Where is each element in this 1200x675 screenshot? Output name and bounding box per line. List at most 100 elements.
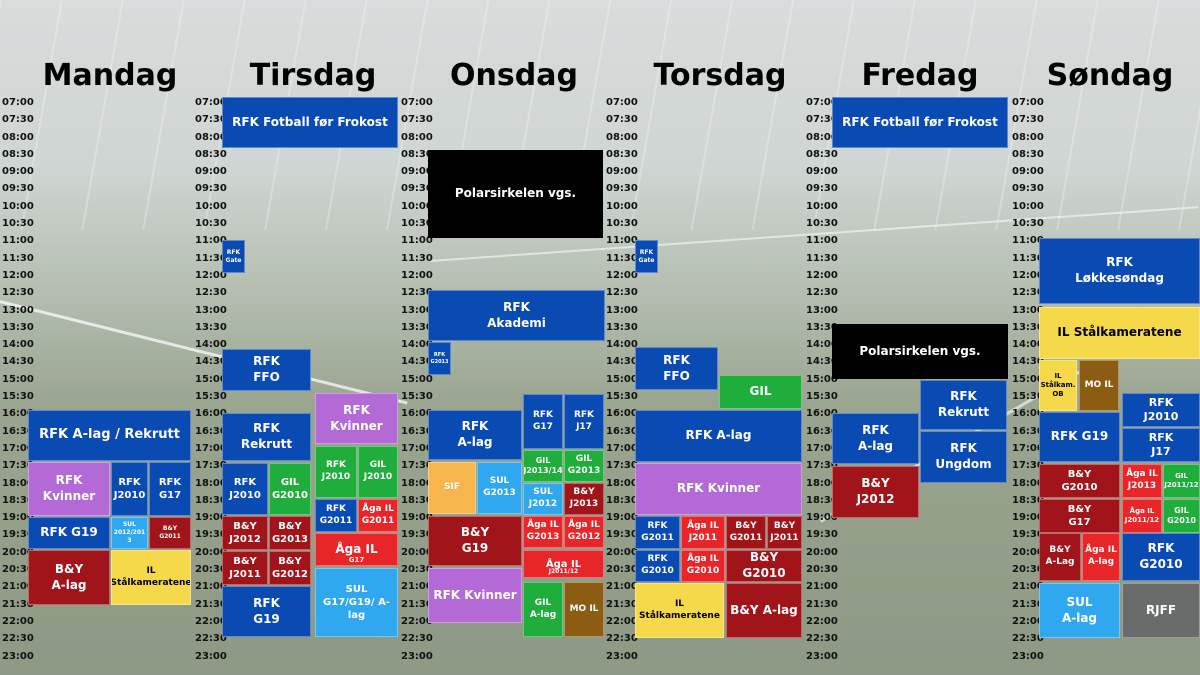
schedule-block: GIL bbox=[719, 375, 802, 409]
time-label: 13:30 bbox=[606, 321, 638, 333]
time-label: 14:00 bbox=[401, 339, 433, 351]
time-label: 21:30 bbox=[401, 598, 433, 610]
schedule-block: MO IL bbox=[564, 582, 604, 637]
time-label: 21:00 bbox=[1012, 581, 1044, 593]
time-label: 10:00 bbox=[195, 200, 227, 212]
time-column: 07:00 07:30 08:00 08:30 09:00 09:30 10:00 10:30… bbox=[195, 94, 227, 665]
time-label: 16:30 bbox=[2, 425, 34, 437]
time-label: 23:00 bbox=[401, 650, 433, 662]
time-label: 14:30 bbox=[195, 356, 227, 368]
schedule-block: RFK G2010 bbox=[635, 550, 680, 582]
time-label: 13:30 bbox=[195, 321, 227, 333]
schedule-block: RFK J2010 bbox=[222, 463, 268, 515]
schedule-block: GIL J2011/12 bbox=[1163, 464, 1200, 498]
time-label: 19:30 bbox=[401, 529, 433, 541]
time-label: 09:00 bbox=[606, 166, 638, 178]
time-label: 11:00 bbox=[806, 235, 838, 247]
time-label: 09:30 bbox=[2, 183, 34, 195]
time-label: 15:00 bbox=[1012, 373, 1044, 385]
time-label: 07:00 bbox=[401, 97, 433, 108]
time-label: 12:00 bbox=[401, 269, 433, 281]
time-label: 22:30 bbox=[606, 633, 638, 645]
time-label: 13:00 bbox=[2, 304, 34, 316]
time-label: 10:30 bbox=[606, 218, 638, 230]
time-label: 16:30 bbox=[606, 425, 638, 437]
time-label: 20:30 bbox=[806, 564, 838, 576]
schedule-block: RFK G19 bbox=[1039, 412, 1120, 462]
time-label: 07:00 bbox=[1012, 97, 1044, 108]
schedule-block: RFK FFO bbox=[635, 347, 718, 390]
schedule-block: Polarsirkelen vgs. bbox=[832, 324, 1008, 379]
time-label: 22:00 bbox=[606, 615, 638, 627]
time-label: 17:00 bbox=[195, 442, 227, 454]
schedule-block: RFK Kvinner bbox=[428, 568, 522, 623]
time-column: 07:00 07:30 08:00 08:30 09:00 09:30 10:00 10:30… bbox=[1012, 94, 1044, 665]
schedule-block: RFK Gate bbox=[222, 240, 245, 273]
time-label: 21:00 bbox=[195, 581, 227, 593]
schedule-block: SUL G17/G19/ A-lag bbox=[315, 568, 398, 637]
schedule-block: GIL G2010 bbox=[269, 463, 311, 515]
time-label: 12:30 bbox=[195, 287, 227, 299]
time-label: 14:00 bbox=[1012, 339, 1044, 351]
time-column: 07:00 07:30 08:00 08:30 09:00 09:30 10:00 10:30… bbox=[606, 94, 638, 665]
schedule-block: B&Y J2012 bbox=[222, 516, 268, 550]
time-column: 07:00 07:30 08:00 08:30 09:00 09:30 10:00 10:30… bbox=[401, 94, 433, 665]
time-label: 07:30 bbox=[806, 114, 838, 126]
time-label: 12:00 bbox=[2, 269, 34, 281]
schedule-block: RFK A-lag bbox=[832, 413, 919, 464]
time-label: 09:30 bbox=[401, 183, 433, 195]
schedule-block: B&Y G2010 bbox=[1039, 464, 1120, 498]
schedule-block: Åga IL J2011/12 bbox=[1122, 499, 1162, 533]
time-label: 19:00 bbox=[2, 512, 34, 524]
time-label: 08:00 bbox=[1012, 131, 1044, 143]
schedule-block: IL Stålkameratene bbox=[111, 550, 191, 605]
schedule-block: SUL A-lag bbox=[1039, 583, 1120, 638]
day-header-torsdag: Torsdag bbox=[653, 58, 787, 93]
schedule-block: Åga IL bbox=[523, 550, 604, 578]
schedule-block: RFK FFO bbox=[222, 349, 311, 391]
time-label: 07:00 bbox=[606, 97, 638, 108]
time-label: 22:00 bbox=[2, 615, 34, 627]
schedule-block: SUL J2012 bbox=[523, 483, 563, 515]
time-label: 21:00 bbox=[606, 581, 638, 593]
time-label: 09:00 bbox=[806, 166, 838, 178]
schedule-block: RFK Kvinner bbox=[28, 462, 110, 516]
time-label: 20:30 bbox=[1012, 564, 1044, 576]
schedule-block: Åga IL A-lag bbox=[1082, 533, 1120, 581]
time-label: 12:30 bbox=[806, 287, 838, 299]
time-label: 20:30 bbox=[401, 564, 433, 576]
time-label: 11:00 bbox=[1012, 235, 1044, 247]
schedule-block: GIL J2013/14 bbox=[523, 450, 563, 482]
time-label: 09:30 bbox=[1012, 183, 1044, 195]
time-label: 12:00 bbox=[806, 269, 838, 281]
time-label: 20:00 bbox=[806, 546, 838, 558]
time-label: 21:00 bbox=[401, 581, 433, 593]
time-label: 09:30 bbox=[606, 183, 638, 195]
time-label: 20:00 bbox=[606, 546, 638, 558]
schedule-block: RFK Kvinner bbox=[315, 393, 398, 444]
time-label: 21:30 bbox=[195, 598, 227, 610]
time-label: 10:30 bbox=[806, 218, 838, 230]
time-label: 08:00 bbox=[806, 131, 838, 143]
schedule-block: SIF bbox=[428, 462, 476, 514]
time-label: 08:30 bbox=[2, 148, 34, 160]
schedule-block: RFK Rekrutt bbox=[920, 380, 1007, 430]
schedule-block: RFK J17 bbox=[1122, 428, 1200, 462]
time-label: 11:30 bbox=[806, 252, 838, 264]
time-label: 17:30 bbox=[401, 460, 433, 472]
time-label: 16:00 bbox=[195, 408, 227, 420]
schedule-block: RFK Ungdom bbox=[920, 431, 1007, 483]
time-label: 23:00 bbox=[606, 650, 638, 662]
time-label: 12:00 bbox=[195, 269, 227, 281]
schedule-block: RFK A-lag / Rekrutt bbox=[28, 410, 191, 461]
time-label: 15:00 bbox=[806, 373, 838, 385]
schedule-block: RFK J2010 bbox=[315, 446, 357, 498]
schedule-block: B&Y G19 bbox=[428, 516, 522, 566]
time-label: 23:00 bbox=[806, 650, 838, 662]
time-label: 18:30 bbox=[401, 494, 433, 506]
time-label: 10:00 bbox=[2, 200, 34, 212]
schedule-block: B&Y G17 bbox=[1039, 499, 1120, 533]
time-label: 15:30 bbox=[1012, 391, 1044, 403]
time-label: 19:30 bbox=[2, 529, 34, 541]
time-label: 14:30 bbox=[806, 356, 838, 368]
